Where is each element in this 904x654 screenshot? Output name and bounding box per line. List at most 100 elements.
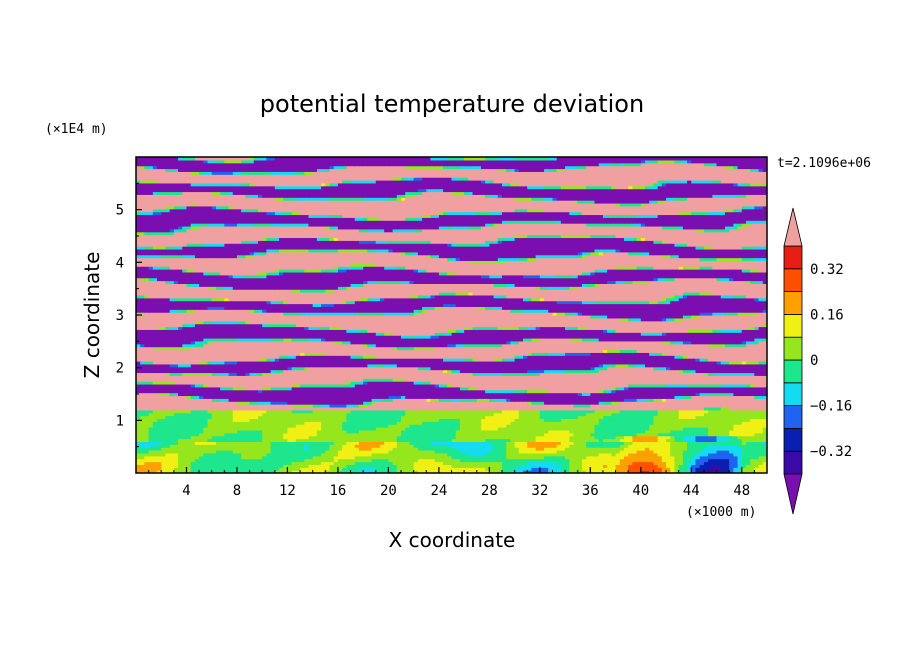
field-cell bbox=[636, 461, 642, 465]
field-cell bbox=[544, 450, 549, 454]
field-cell bbox=[762, 447, 767, 451]
field-cell bbox=[548, 452, 554, 457]
field-cell bbox=[140, 470, 146, 473]
field-cell bbox=[577, 450, 583, 454]
field-cell bbox=[724, 444, 730, 448]
field-cell bbox=[636, 464, 642, 468]
field-cell bbox=[434, 452, 440, 457]
field-cell bbox=[291, 455, 297, 460]
field-cell bbox=[565, 452, 570, 457]
field-cell bbox=[157, 441, 162, 445]
field-cell bbox=[590, 461, 596, 465]
field-cell bbox=[607, 470, 612, 473]
field-cell bbox=[636, 455, 642, 460]
field-cell bbox=[401, 455, 406, 460]
field-cell bbox=[544, 444, 549, 448]
field-cell bbox=[623, 458, 629, 463]
field-cell bbox=[447, 461, 453, 465]
field-cell bbox=[291, 447, 297, 451]
field-cell bbox=[350, 438, 356, 442]
field-cell bbox=[649, 464, 655, 468]
field-cell bbox=[308, 452, 314, 457]
field-cell bbox=[632, 470, 638, 473]
field-cell bbox=[169, 441, 175, 445]
field-cell bbox=[645, 470, 650, 473]
field-cell bbox=[590, 447, 596, 451]
field-cell bbox=[645, 467, 650, 471]
field-cell bbox=[207, 441, 213, 445]
field-cell bbox=[535, 438, 541, 442]
field-cell bbox=[211, 461, 217, 465]
field-cell bbox=[716, 441, 722, 445]
field-cell bbox=[207, 447, 213, 451]
field-cell bbox=[379, 461, 385, 465]
field-cell bbox=[510, 470, 516, 473]
field-cell bbox=[716, 461, 722, 465]
field-cell bbox=[375, 461, 381, 465]
field-cell bbox=[501, 464, 507, 468]
field-cell bbox=[266, 455, 272, 460]
field-cell bbox=[472, 464, 478, 468]
field-cell bbox=[594, 447, 600, 451]
field-cell bbox=[615, 458, 621, 463]
field-cell bbox=[489, 447, 495, 451]
field-cell bbox=[249, 450, 255, 454]
field-cell bbox=[745, 441, 751, 445]
field-cell bbox=[333, 438, 339, 442]
field-cell bbox=[514, 464, 520, 468]
field-cell bbox=[682, 452, 688, 457]
field-cell bbox=[586, 470, 591, 473]
field-cell bbox=[569, 441, 575, 445]
field-cell bbox=[178, 450, 183, 454]
field-cell bbox=[476, 450, 482, 454]
field-cell bbox=[531, 438, 537, 442]
field-cell bbox=[581, 467, 587, 471]
field-cell bbox=[745, 455, 751, 460]
field-cell bbox=[733, 464, 739, 468]
field-cell bbox=[670, 452, 676, 457]
field-cell bbox=[224, 461, 230, 465]
field-cell bbox=[459, 458, 465, 463]
field-cell bbox=[577, 438, 583, 442]
field-cell bbox=[262, 450, 268, 454]
field-cell bbox=[527, 438, 533, 442]
field-cell bbox=[468, 467, 474, 471]
field-cell bbox=[750, 444, 755, 448]
field-cell bbox=[363, 438, 368, 442]
field-cell bbox=[615, 461, 621, 465]
field-cell bbox=[506, 470, 511, 473]
field-cell bbox=[169, 455, 175, 460]
field-cell bbox=[586, 450, 591, 454]
field-cell bbox=[472, 450, 478, 454]
field-cell bbox=[434, 461, 440, 465]
field-cell bbox=[312, 441, 318, 445]
field-cell bbox=[354, 455, 360, 460]
field-cell bbox=[316, 455, 322, 460]
field-cell bbox=[367, 444, 373, 448]
field-cell bbox=[291, 438, 297, 442]
field-cell bbox=[560, 455, 566, 460]
field-cell bbox=[190, 452, 196, 457]
field-cell bbox=[687, 450, 692, 454]
field-cell bbox=[199, 444, 204, 448]
field-cell bbox=[388, 467, 394, 471]
field-cell bbox=[459, 441, 465, 445]
y-unit-label: (×1E4 m) bbox=[45, 122, 108, 137]
field-cell bbox=[190, 461, 196, 465]
field-cell bbox=[182, 458, 188, 463]
field-cell bbox=[350, 467, 356, 471]
field-cell bbox=[472, 438, 478, 442]
field-cell bbox=[518, 444, 524, 448]
field-cell bbox=[236, 441, 242, 445]
field-cell bbox=[708, 452, 713, 457]
field-cell bbox=[586, 455, 591, 460]
field-cell bbox=[295, 461, 301, 465]
field-cell bbox=[724, 464, 730, 468]
field-cell bbox=[649, 470, 655, 473]
field-cell bbox=[645, 450, 650, 454]
field-cell bbox=[602, 470, 608, 473]
field-cell bbox=[649, 461, 655, 465]
field-cell bbox=[691, 464, 697, 468]
field-cell bbox=[157, 450, 162, 454]
field-cell bbox=[657, 458, 663, 463]
